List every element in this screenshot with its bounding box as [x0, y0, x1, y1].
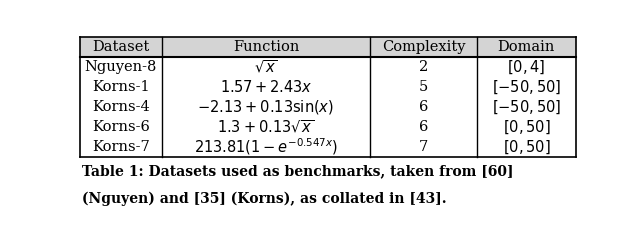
Text: $[-50, 50]$: $[-50, 50]$	[492, 98, 561, 115]
Text: Domain: Domain	[498, 40, 555, 54]
Text: $[-50, 50]$: $[-50, 50]$	[492, 78, 561, 95]
Text: 6: 6	[419, 100, 428, 114]
Text: Korns-6: Korns-6	[92, 120, 150, 134]
Text: 7: 7	[419, 140, 428, 154]
Text: Korns-4: Korns-4	[92, 100, 150, 114]
Text: (Nguyen) and [35] (Korns), as collated in [43].: (Nguyen) and [35] (Korns), as collated i…	[83, 192, 447, 206]
Text: $[0, 50]$: $[0, 50]$	[502, 138, 550, 156]
Text: Complexity: Complexity	[381, 40, 465, 54]
Text: 2: 2	[419, 60, 428, 74]
Text: Table 1: Datasets used as benchmarks, taken from [60]: Table 1: Datasets used as benchmarks, ta…	[83, 164, 514, 178]
Text: $\sqrt{x}$: $\sqrt{x}$	[254, 58, 278, 75]
Text: 5: 5	[419, 80, 428, 94]
Text: $[0, 4]$: $[0, 4]$	[508, 58, 545, 75]
Text: $213.81(1 - e^{-0.547x})$: $213.81(1 - e^{-0.547x})$	[194, 136, 338, 157]
Text: Korns-7: Korns-7	[92, 140, 150, 154]
Bar	[80, 37, 576, 57]
Text: Function: Function	[233, 40, 299, 54]
Text: Dataset: Dataset	[92, 40, 150, 54]
Text: $-2.13 + 0.13\sin(x)$: $-2.13 + 0.13\sin(x)$	[198, 98, 335, 116]
Text: Korns-1: Korns-1	[92, 80, 150, 94]
Text: Nguyen-8: Nguyen-8	[84, 60, 157, 74]
Text: $1.3 + 0.13\sqrt{x}$: $1.3 + 0.13\sqrt{x}$	[218, 118, 315, 135]
Text: 6: 6	[419, 120, 428, 134]
Text: $[0, 50]$: $[0, 50]$	[502, 118, 550, 135]
Text: $1.57 + 2.43x$: $1.57 + 2.43x$	[220, 79, 312, 95]
